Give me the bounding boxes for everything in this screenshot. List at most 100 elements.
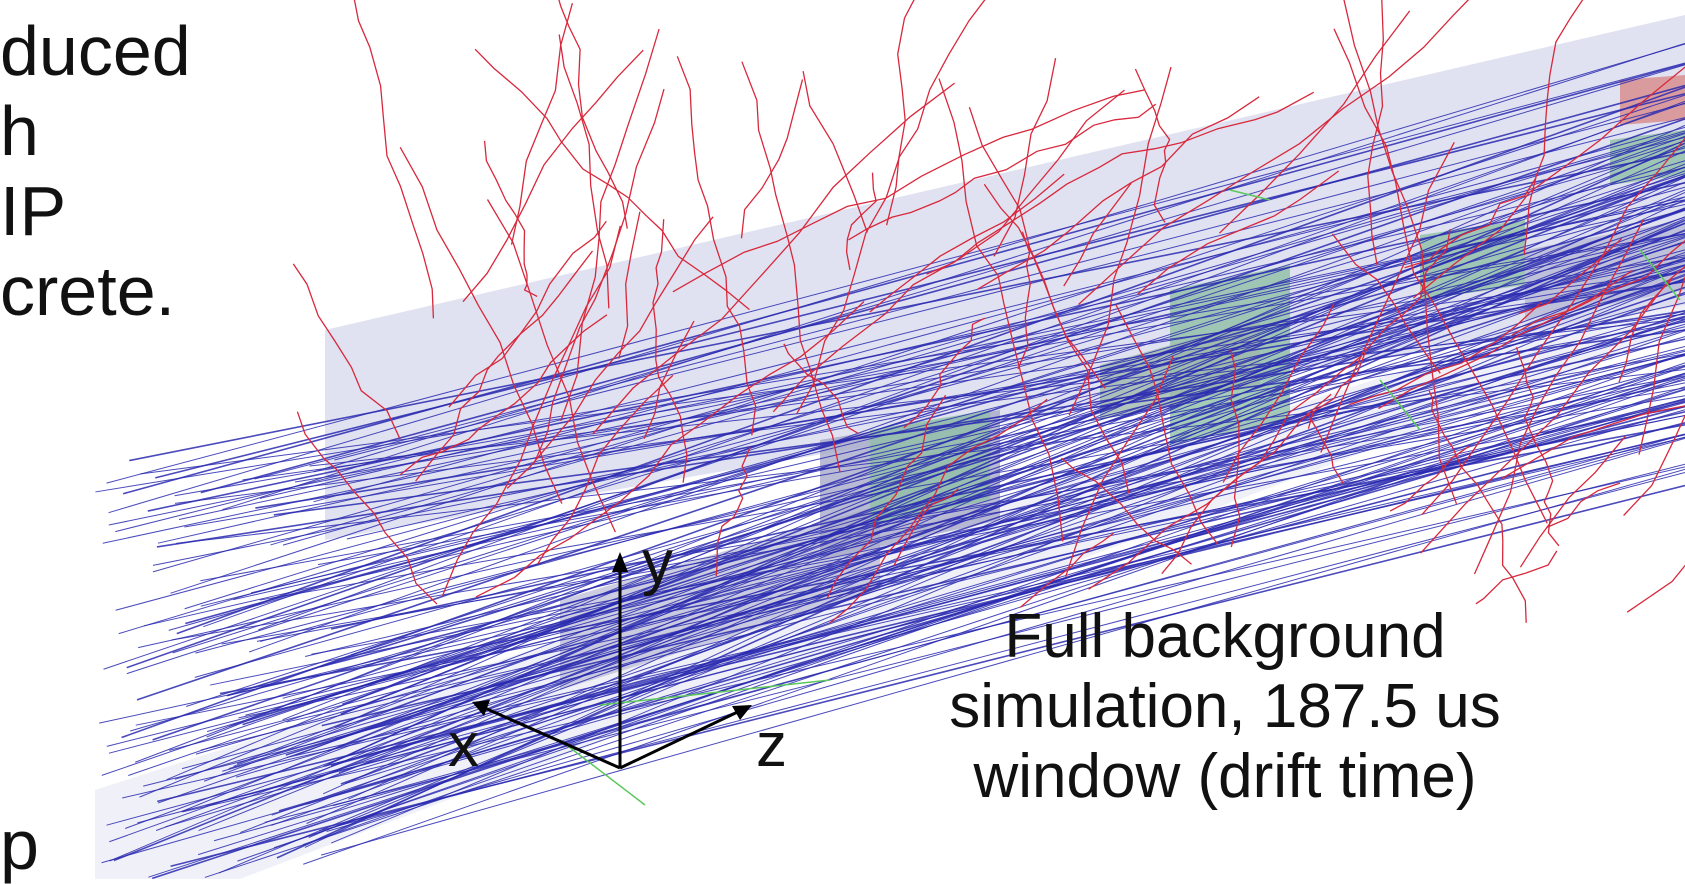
- secondary-track: [893, 488, 959, 566]
- muon-track: [184, 140, 1685, 610]
- caption-line-2: simulation, 187.5 us: [949, 672, 1501, 741]
- muon-track: [122, 63, 1685, 495]
- secondary-track: [802, 70, 868, 233]
- muon-track: [236, 207, 1685, 765]
- muon-track: [256, 375, 1685, 642]
- secondary-track: [1412, 66, 1685, 299]
- muon-track: [115, 186, 1685, 611]
- secondary-track: [1068, 66, 1172, 416]
- secondary-track: [1475, 550, 1558, 605]
- secondary-track: [1623, 414, 1685, 516]
- muon-track: [118, 160, 1685, 635]
- gamma-track: [1229, 189, 1271, 201]
- gamma-track: [559, 739, 646, 806]
- muon-track: [172, 173, 1685, 654]
- secondary-track: [1078, 0, 1470, 305]
- muon-track: [152, 130, 1685, 573]
- secondary-track: [1343, 0, 1458, 505]
- muon-track: [341, 207, 1685, 706]
- secondary-track: [1518, 237, 1623, 315]
- muon-track: [303, 377, 1685, 865]
- left-text-bottom-fragment: p: [0, 806, 39, 884]
- secondary-track: [1519, 435, 1626, 568]
- muon-track: [228, 329, 1685, 770]
- secondary-track: [618, 211, 641, 359]
- muon-track: [302, 362, 1685, 846]
- secondary-track: [652, 219, 688, 483]
- secondary-track: [1306, 412, 1345, 485]
- secondary-track: [869, 173, 1065, 313]
- secondary-track: [474, 48, 750, 311]
- secondary-track: [506, 216, 714, 489]
- secondary-track: [1060, 457, 1192, 565]
- secondary-track: [1161, 355, 1362, 575]
- secondary-track: [826, 394, 947, 599]
- muon-track: [242, 257, 1685, 726]
- muon-track: [320, 315, 1685, 668]
- muon-track: [305, 326, 1685, 658]
- secondary-track: [560, 28, 660, 422]
- secondary-track: [1511, 240, 1685, 336]
- secondary-track: [462, 49, 644, 303]
- muon-track: [286, 434, 1685, 759]
- muon-track: [222, 42, 1685, 511]
- secondary-track: [537, 374, 674, 565]
- muon-track: [155, 93, 1685, 479]
- muon-track: [165, 372, 1685, 828]
- secondary-track: [353, 0, 435, 319]
- muon-track: [218, 257, 1685, 874]
- secondary-track: [740, 79, 804, 239]
- axis-label-y: y: [642, 528, 673, 597]
- secondary-track: [1501, 404, 1685, 480]
- secondary-track: [1307, 229, 1451, 429]
- muon-track: [143, 398, 1685, 787]
- axis-label-x: x: [448, 711, 479, 780]
- secondary-track: [1404, 177, 1537, 269]
- muon-track: [135, 415, 1685, 726]
- secondary-track: [676, 56, 757, 436]
- secondary-track: [938, 78, 1064, 542]
- secondary-track: [1626, 564, 1685, 613]
- muon-track: [271, 330, 1685, 816]
- muon-track: [143, 271, 1685, 627]
- secondary-track: [1134, 68, 1171, 223]
- secondary-track: [415, 250, 594, 482]
- muon-track: [278, 400, 1685, 812]
- secondary-track: [1349, 301, 1543, 406]
- muon-track: [313, 126, 1685, 503]
- secondary-track: [1064, 355, 1175, 578]
- secondary-track: [1017, 231, 1031, 370]
- muon-track: [311, 406, 1685, 655]
- muon-track: [184, 270, 1685, 528]
- secondary-track: [783, 343, 859, 434]
- muon-track: [171, 387, 1685, 641]
- secondary-track: [399, 146, 563, 504]
- left-text-line-1: duced: [0, 12, 191, 90]
- muon-track: [200, 313, 1685, 582]
- secondary-track: [1230, 349, 1241, 548]
- muon-track: [101, 409, 1685, 864]
- detector-block: [1620, 75, 1685, 125]
- secondary-track: [1421, 137, 1685, 515]
- muon-track: [344, 365, 1685, 785]
- secondary-track: [845, 172, 877, 271]
- gamma-tracks: [559, 189, 1681, 806]
- secondary-track: [1420, 265, 1685, 554]
- secondary-track: [510, 3, 574, 245]
- muon-track: [200, 234, 1685, 607]
- muon-track: [259, 249, 1685, 642]
- secondary-track: [558, 0, 628, 229]
- muon-track: [136, 174, 1685, 701]
- muon-track: [106, 398, 1685, 826]
- secondary-track: [1389, 445, 1471, 512]
- secondary-track: [903, 317, 985, 429]
- muon-track: [242, 281, 1685, 481]
- muon-track: [273, 329, 1685, 516]
- muon-track: [340, 174, 1685, 715]
- secondary-track: [1638, 275, 1685, 455]
- muon-track: [335, 286, 1685, 740]
- secondary-track: [1546, 482, 1621, 529]
- muon-track: [182, 466, 1685, 813]
